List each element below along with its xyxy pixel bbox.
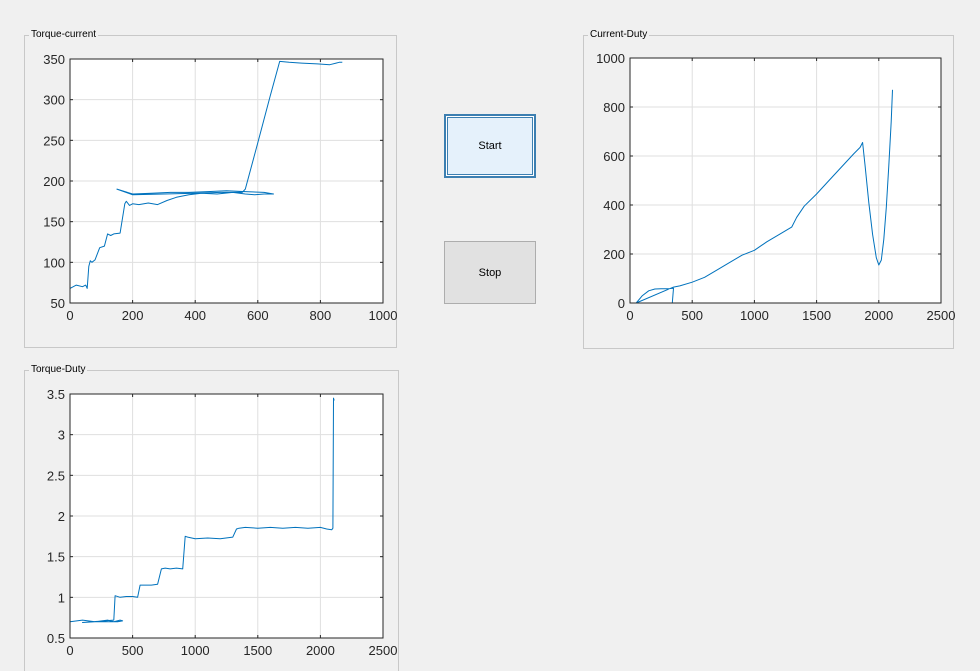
torque-duty-ytick-label: 3.5 xyxy=(47,387,65,402)
current-duty-ytick-label: 400 xyxy=(603,198,625,213)
torque-duty-ytick-label: 1.5 xyxy=(47,550,65,565)
current-duty-xtick-label: 1000 xyxy=(740,308,769,323)
torque-current-ytick-label: 250 xyxy=(43,133,65,148)
current-duty-xtick-label: 0 xyxy=(626,308,633,323)
current-duty-ytick-label: 0 xyxy=(618,296,625,311)
torque-current-ytick-label: 350 xyxy=(43,52,65,67)
torque-duty-ytick-label: 2 xyxy=(58,509,65,524)
torque-duty-panel-title: Torque-Duty xyxy=(29,363,88,377)
torque-current-xtick-label: 600 xyxy=(247,308,269,323)
current-duty-xtick-label: 500 xyxy=(681,308,703,323)
current-duty-ytick-label: 600 xyxy=(603,149,625,164)
torque-duty-xtick-label: 500 xyxy=(122,643,144,658)
current-duty-panel: Current-Duty xyxy=(583,28,954,349)
torque-current-xtick-label: 800 xyxy=(310,308,332,323)
torque-current-ytick-label: 100 xyxy=(43,255,65,270)
current-duty-ytick-label: 200 xyxy=(603,247,625,262)
stop-button[interactable]: Stop xyxy=(444,241,536,304)
torque-duty-ytick-label: 0.5 xyxy=(47,631,65,646)
torque-duty-xtick-label: 1000 xyxy=(181,643,210,658)
current-duty-xtick-label: 1500 xyxy=(802,308,831,323)
torque-current-ytick-label: 150 xyxy=(43,215,65,230)
torque-duty-xtick-label: 2500 xyxy=(369,643,398,658)
start-button[interactable]: Start xyxy=(444,114,536,178)
current-duty-panel-title: Current-Duty xyxy=(588,28,650,42)
torque-duty-panel: Torque-Duty xyxy=(24,363,399,671)
current-duty-axes-box xyxy=(629,57,942,304)
current-duty-xtick-label: 2000 xyxy=(864,308,893,323)
torque-duty-xtick-label: 1500 xyxy=(243,643,272,658)
current-duty-xtick-label: 2500 xyxy=(927,308,956,323)
torque-current-xtick-label: 0 xyxy=(66,308,73,323)
current-duty-plot-area xyxy=(630,58,941,303)
torque-current-xtick-label: 1000 xyxy=(369,308,398,323)
current-duty-ytick-label: 1000 xyxy=(596,51,625,66)
torque-current-ytick-label: 300 xyxy=(43,93,65,108)
torque-current-xtick-label: 200 xyxy=(122,308,144,323)
torque-duty-xtick-label: 0 xyxy=(66,643,73,658)
torque-duty-ytick-label: 1 xyxy=(58,590,65,605)
torque-current-panel: Torque-current xyxy=(24,28,397,348)
torque-duty-ytick-label: 2.5 xyxy=(47,468,65,483)
torque-current-ytick-label: 50 xyxy=(51,296,65,311)
current-duty-ytick-label: 800 xyxy=(603,100,625,115)
current-duty-series-line xyxy=(635,89,893,304)
torque-current-series-line xyxy=(69,60,343,289)
torque-duty-ytick-label: 3 xyxy=(58,428,65,443)
torque-duty-series-line xyxy=(69,397,335,623)
torque-current-panel-title: Torque-current xyxy=(29,28,99,42)
torque-current-xtick-label: 400 xyxy=(184,308,206,323)
torque-current-ytick-label: 200 xyxy=(43,174,65,189)
torque-duty-xtick-label: 2000 xyxy=(306,643,335,658)
